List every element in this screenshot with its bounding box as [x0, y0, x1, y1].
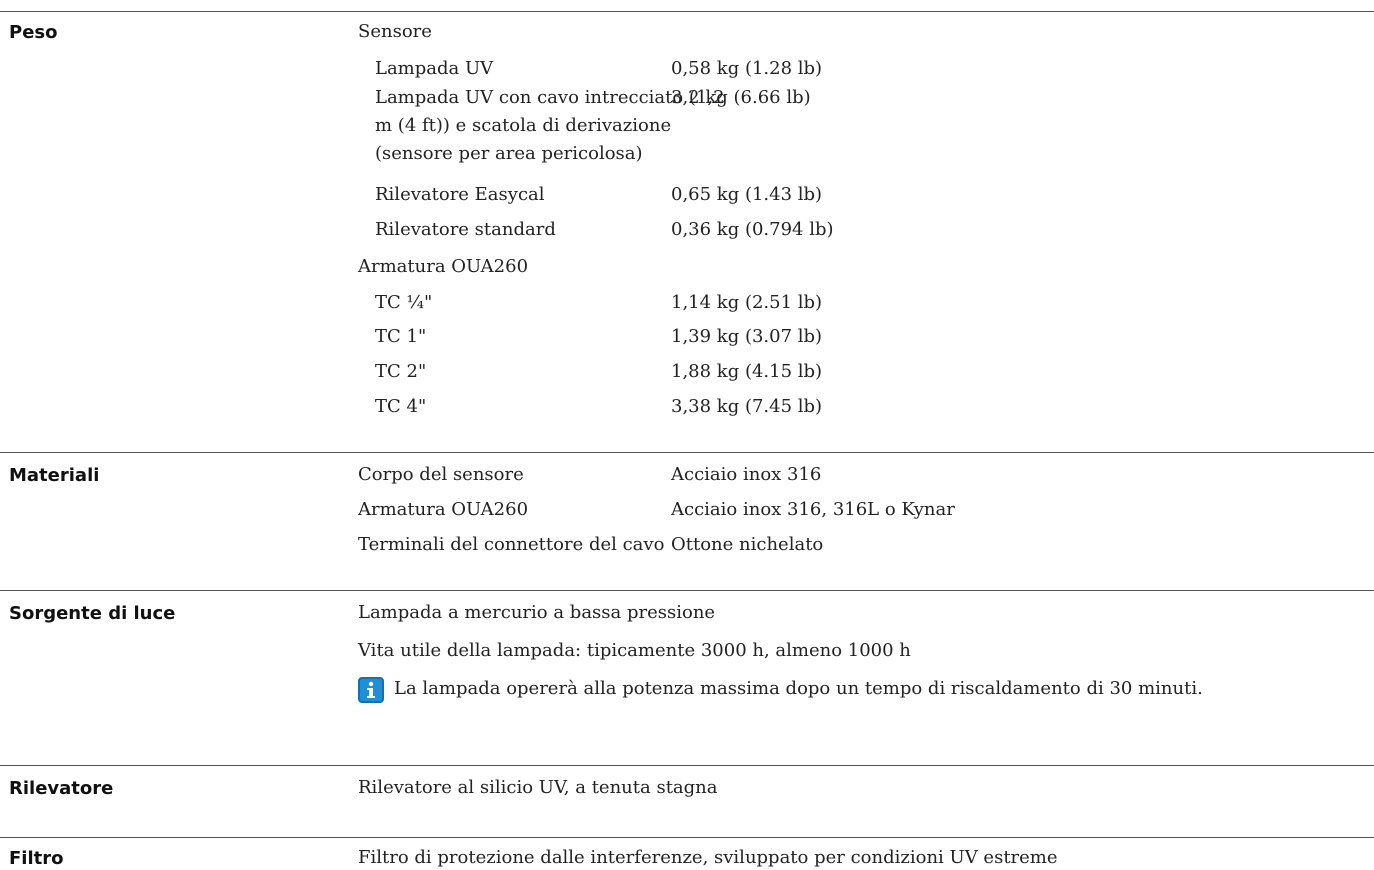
section-divider — [0, 452, 1374, 453]
armatura-item-name: TC ¼" — [375, 292, 433, 313]
sensor-item-name-line: Lampada UV con cavo intrecciato (1,2 — [375, 87, 725, 108]
row-label-sorgente: Sorgente di luce — [9, 603, 176, 624]
row-label-peso: Peso — [9, 22, 58, 43]
armatura-item-name: TC 1" — [375, 326, 427, 347]
sorgente-line: Vita utile della lampada: tipicamente 30… — [358, 640, 911, 661]
sensor-item-value: 0,58 kg (1.28 lb) — [671, 58, 823, 79]
armatura-item-value: 3,38 kg (7.45 lb) — [671, 396, 823, 417]
sensor-item-name: Rilevatore standard — [375, 219, 556, 240]
sorgente-note: La lampada opererà alla potenza massima … — [394, 678, 1203, 699]
armatura-item-value: 1,39 kg (3.07 lb) — [671, 326, 823, 347]
filtro-text: Filtro di protezione dalle interferenze,… — [358, 847, 1058, 868]
row-label-filtro: Filtro — [9, 848, 64, 869]
sensor-item-value: 0,36 kg (0.794 lb) — [671, 219, 834, 240]
armatura-item-value: 1,14 kg (2.51 lb) — [671, 292, 823, 313]
row-label-materiali: Materiali — [9, 465, 100, 486]
section-divider — [0, 590, 1374, 591]
material-item-name: Armatura OUA260 — [358, 499, 529, 520]
armatura-item-name: TC 2" — [375, 361, 427, 382]
sensor-item-value: 3,2 kg (6.66 lb) — [671, 87, 811, 108]
sensor-item-name: Rilevatore Easycal — [375, 184, 545, 205]
sensor-item-name: Lampada UV — [375, 58, 494, 79]
material-item-name: Terminali del connettore del cavo — [358, 534, 665, 555]
armatura-item-name: TC 4" — [375, 396, 427, 417]
sensor-item-name-line: (sensore per area pericolosa) — [375, 143, 643, 164]
material-item-value: Acciaio inox 316 — [671, 464, 822, 485]
sensor-item-name-line: m (4 ft)) e scatola di derivazione — [375, 115, 672, 136]
info-icon — [358, 677, 384, 703]
section-divider — [0, 837, 1374, 838]
material-item-value: Acciaio inox 316, 316L o Kynar — [671, 499, 955, 520]
section-divider — [0, 765, 1374, 766]
sensor-item-value: 0,65 kg (1.43 lb) — [671, 184, 823, 205]
material-item-name: Corpo del sensore — [358, 464, 524, 485]
armatura-item-value: 1,88 kg (4.15 lb) — [671, 361, 823, 382]
section-divider — [0, 11, 1374, 12]
rilevatore-text: Rilevatore al silicio UV, a tenuta stagn… — [358, 777, 718, 798]
armatura-heading: Armatura OUA260 — [358, 256, 529, 277]
sorgente-line: Lampada a mercurio a bassa pressione — [358, 602, 716, 623]
sensore-heading: Sensore — [358, 21, 432, 42]
material-item-value: Ottone nichelato — [671, 534, 824, 555]
row-label-rilevatore: Rilevatore — [9, 778, 114, 799]
